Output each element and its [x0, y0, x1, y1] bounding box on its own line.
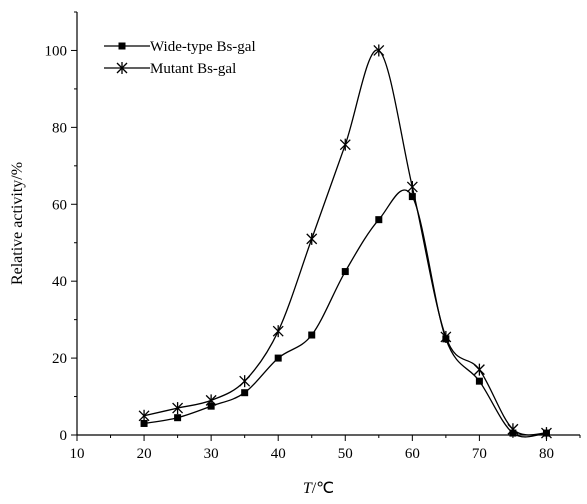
- mutant-point: [138, 409, 150, 422]
- mutant-point: [172, 402, 184, 415]
- mutant-point: [239, 375, 251, 388]
- y-tick-label: 0: [60, 428, 68, 444]
- y-tick-label: 60: [52, 197, 67, 213]
- wide-type-line: [143, 189, 547, 438]
- wide-type-point: [140, 419, 148, 427]
- mutant-point: [205, 394, 217, 407]
- mutant-point: [306, 232, 318, 245]
- x-axis-title-symbol: T: [303, 480, 313, 497]
- x-tick-label: 60: [405, 446, 420, 462]
- series-markers: [138, 44, 552, 440]
- legend: Wide-type Bs-gal Mutant Bs-gal: [104, 39, 256, 77]
- legend-label: Mutant Bs-gal: [150, 61, 236, 77]
- legend-marker: [118, 42, 126, 50]
- x-tick-label: 50: [338, 446, 353, 462]
- mutant-point: [541, 427, 552, 440]
- wide-type-point: [174, 414, 182, 422]
- mutant-line: [143, 49, 547, 436]
- y-tick-label: 40: [52, 274, 67, 290]
- x-axis-title-unit: /℃: [312, 480, 334, 497]
- wide-type-point: [341, 268, 349, 276]
- mutant-point: [373, 44, 385, 57]
- x-tick-label: 40: [271, 446, 286, 462]
- series-lines: [143, 49, 547, 438]
- legend-label: Wide-type Bs-gal: [150, 39, 256, 55]
- y-axis-title: Relative activity/%: [9, 162, 26, 285]
- mutant-point: [339, 138, 351, 151]
- y-tick-label: 80: [52, 120, 67, 136]
- x-tick-label: 70: [472, 446, 487, 462]
- wide-type-point: [408, 193, 416, 201]
- wide-type-point: [308, 331, 316, 339]
- mutant-point: [473, 363, 485, 376]
- mutant-point: [440, 330, 452, 343]
- y-tick-label: 20: [52, 351, 67, 367]
- mutant-point: [406, 180, 418, 193]
- wide-type-point: [241, 389, 249, 397]
- wide-type-point: [375, 216, 383, 224]
- x-tick-label: 80: [539, 446, 554, 462]
- axes: 10 20 30 40 50 60 70 80 0 20 40 60 80 100 T/℃ Relative …: [9, 11, 581, 497]
- mutant-point: [272, 325, 284, 338]
- x-tick-label: 20: [137, 446, 152, 462]
- legend-marker: [116, 62, 128, 74]
- x-axis-title: T/℃: [303, 480, 334, 497]
- y-tick-label: 100: [45, 43, 68, 59]
- mutant-point: [507, 423, 519, 436]
- x-tick-label: 30: [204, 446, 219, 462]
- x-tick-label: 10: [70, 446, 85, 462]
- wide-type-point: [274, 354, 282, 362]
- wide-type-point: [475, 377, 483, 385]
